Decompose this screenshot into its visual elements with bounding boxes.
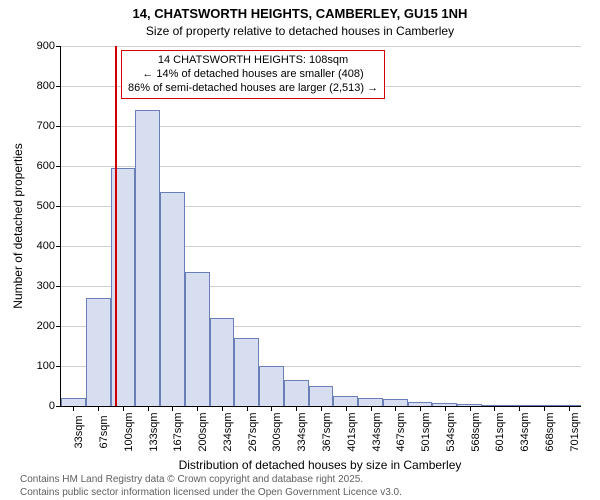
gridline	[61, 46, 581, 47]
histogram-bar	[284, 380, 309, 406]
x-tick-label: 501sqm	[420, 412, 432, 451]
y-tick-label: 900	[37, 40, 61, 52]
x-tick-label: 367sqm	[321, 412, 333, 451]
x-tick-label: 267sqm	[247, 412, 259, 451]
x-tick-label: 467sqm	[395, 412, 407, 451]
annotation-line-3: 86% of semi-detached houses are larger (…	[128, 82, 378, 96]
y-tick-label: 300	[37, 280, 61, 292]
x-tick-label: 434sqm	[371, 412, 383, 451]
y-tick-label: 100	[37, 360, 61, 372]
x-tick-mark	[172, 406, 173, 411]
chart-container: 14, CHATSWORTH HEIGHTS, CAMBERLEY, GU15 …	[0, 0, 600, 500]
histogram-bar	[111, 168, 136, 406]
histogram-bar	[383, 399, 408, 406]
x-tick-mark	[197, 406, 198, 411]
y-tick-label: 500	[37, 200, 61, 212]
x-tick-label: 701sqm	[569, 412, 581, 451]
x-tick-label: 234sqm	[222, 412, 234, 451]
x-tick-mark	[420, 406, 421, 411]
y-tick-label: 600	[37, 160, 61, 172]
x-tick-mark	[123, 406, 124, 411]
property-marker-line	[115, 46, 117, 406]
x-tick-mark	[544, 406, 545, 411]
annotation-box: 14 CHATSWORTH HEIGHTS: 108sqm ← 14% of d…	[121, 50, 385, 99]
histogram-bar	[86, 298, 111, 406]
x-tick-mark	[445, 406, 446, 411]
x-tick-mark	[73, 406, 74, 411]
x-axis-title: Distribution of detached houses by size …	[60, 458, 580, 472]
x-tick-label: 100sqm	[123, 412, 135, 451]
x-tick-mark	[247, 406, 248, 411]
x-tick-mark	[148, 406, 149, 411]
histogram-bar	[358, 398, 383, 406]
chart-title: 14, CHATSWORTH HEIGHTS, CAMBERLEY, GU15 …	[0, 6, 600, 21]
annotation-line-2: ← 14% of detached houses are smaller (40…	[128, 68, 378, 82]
histogram-bar	[160, 192, 185, 406]
plot-area: 14 CHATSWORTH HEIGHTS: 108sqm ← 14% of d…	[60, 46, 581, 407]
x-tick-label: 601sqm	[494, 412, 506, 451]
x-tick-mark	[470, 406, 471, 411]
x-tick-label: 534sqm	[445, 412, 457, 451]
x-tick-label: 200sqm	[197, 412, 209, 451]
x-tick-mark	[494, 406, 495, 411]
y-axis-title: Number of detached properties	[11, 143, 25, 308]
histogram-bar	[234, 338, 259, 406]
x-tick-mark	[346, 406, 347, 411]
y-tick-label: 800	[37, 80, 61, 92]
credits-line-1: Contains HM Land Registry data © Crown c…	[20, 474, 600, 487]
y-tick-label: 700	[37, 120, 61, 132]
histogram-bar	[135, 110, 160, 406]
x-tick-label: 568sqm	[470, 412, 482, 451]
histogram-bar	[309, 386, 334, 406]
x-tick-mark	[519, 406, 520, 411]
histogram-bar	[61, 398, 86, 406]
histogram-bar	[259, 366, 284, 406]
x-tick-label: 67sqm	[98, 415, 110, 448]
x-tick-label: 334sqm	[296, 412, 308, 451]
x-tick-mark	[371, 406, 372, 411]
histogram-bar	[185, 272, 210, 406]
credits-line-2: Contains public sector information licen…	[20, 487, 600, 500]
annotation-line-1: 14 CHATSWORTH HEIGHTS: 108sqm	[128, 54, 378, 68]
chart-subtitle: Size of property relative to detached ho…	[0, 24, 600, 38]
x-tick-label: 300sqm	[271, 412, 283, 451]
x-tick-label: 133sqm	[148, 412, 160, 451]
credits: Contains HM Land Registry data © Crown c…	[0, 474, 600, 499]
x-tick-mark	[569, 406, 570, 411]
histogram-bar	[210, 318, 235, 406]
x-tick-mark	[321, 406, 322, 411]
x-tick-label: 401sqm	[346, 412, 358, 451]
x-tick-mark	[395, 406, 396, 411]
x-tick-label: 167sqm	[172, 412, 184, 451]
y-tick-label: 200	[37, 320, 61, 332]
x-tick-mark	[98, 406, 99, 411]
x-tick-mark	[222, 406, 223, 411]
x-tick-label: 33sqm	[73, 415, 85, 448]
x-tick-label: 668sqm	[544, 412, 556, 451]
x-tick-label: 634sqm	[519, 412, 531, 451]
histogram-bar	[333, 396, 358, 406]
x-tick-mark	[271, 406, 272, 411]
y-tick-label: 0	[49, 400, 61, 412]
y-tick-label: 400	[37, 240, 61, 252]
x-tick-mark	[296, 406, 297, 411]
